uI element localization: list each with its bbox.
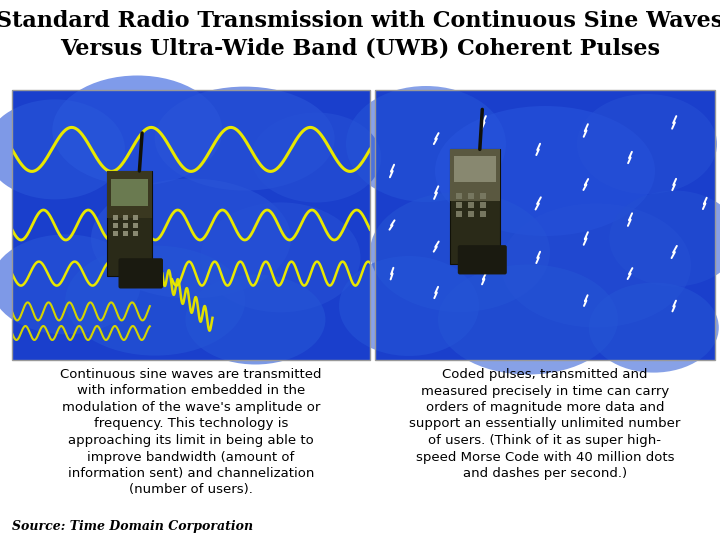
Ellipse shape <box>53 76 222 186</box>
Ellipse shape <box>370 192 550 312</box>
Bar <box>133 215 138 220</box>
Bar <box>113 231 118 236</box>
Bar <box>111 179 148 206</box>
Bar <box>480 202 486 208</box>
Bar <box>113 223 118 228</box>
Text: Continuous sine waves are transmitted
with information embedded in the
modulatio: Continuous sine waves are transmitted wi… <box>60 368 322 496</box>
Bar <box>133 223 138 228</box>
Bar <box>468 202 474 208</box>
Ellipse shape <box>251 112 382 202</box>
Bar <box>113 215 118 220</box>
Bar <box>450 150 500 265</box>
Text: Source: Time Domain Corporation: Source: Time Domain Corporation <box>12 520 253 533</box>
Bar <box>450 150 500 201</box>
Bar <box>480 193 486 199</box>
Bar <box>375 90 715 360</box>
Text: Standard Radio Transmission with Continuous Sine Waves: Standard Radio Transmission with Continu… <box>0 10 720 32</box>
Ellipse shape <box>589 282 719 373</box>
Bar <box>133 231 138 236</box>
Bar <box>12 90 370 360</box>
Bar <box>375 90 715 360</box>
Ellipse shape <box>200 202 361 313</box>
Ellipse shape <box>346 86 506 202</box>
Ellipse shape <box>186 274 325 364</box>
Bar <box>107 171 152 218</box>
Bar <box>454 156 496 181</box>
Bar <box>480 211 486 217</box>
Ellipse shape <box>438 265 618 375</box>
Bar <box>468 211 474 217</box>
Ellipse shape <box>435 106 655 236</box>
Bar <box>456 202 462 208</box>
Ellipse shape <box>0 234 140 334</box>
Ellipse shape <box>577 94 717 194</box>
Ellipse shape <box>66 246 246 356</box>
FancyBboxPatch shape <box>458 245 507 274</box>
Bar <box>12 90 370 360</box>
Ellipse shape <box>501 204 691 327</box>
Bar <box>107 171 152 276</box>
Bar <box>123 223 128 228</box>
Text: Versus Ultra-Wide Band (UWB) Coherent Pulses: Versus Ultra-Wide Band (UWB) Coherent Pu… <box>60 38 660 60</box>
Ellipse shape <box>339 256 479 356</box>
Bar <box>123 231 128 236</box>
Ellipse shape <box>0 99 125 199</box>
Bar <box>456 193 462 199</box>
FancyBboxPatch shape <box>119 258 163 288</box>
Bar <box>123 215 128 220</box>
Text: Coded pulses, transmitted and
measured precisely in time can carry
orders of mag: Coded pulses, transmitted and measured p… <box>409 368 680 480</box>
Ellipse shape <box>91 179 291 299</box>
Ellipse shape <box>155 86 335 191</box>
Ellipse shape <box>609 191 720 287</box>
Bar <box>468 193 474 199</box>
Bar <box>456 211 462 217</box>
